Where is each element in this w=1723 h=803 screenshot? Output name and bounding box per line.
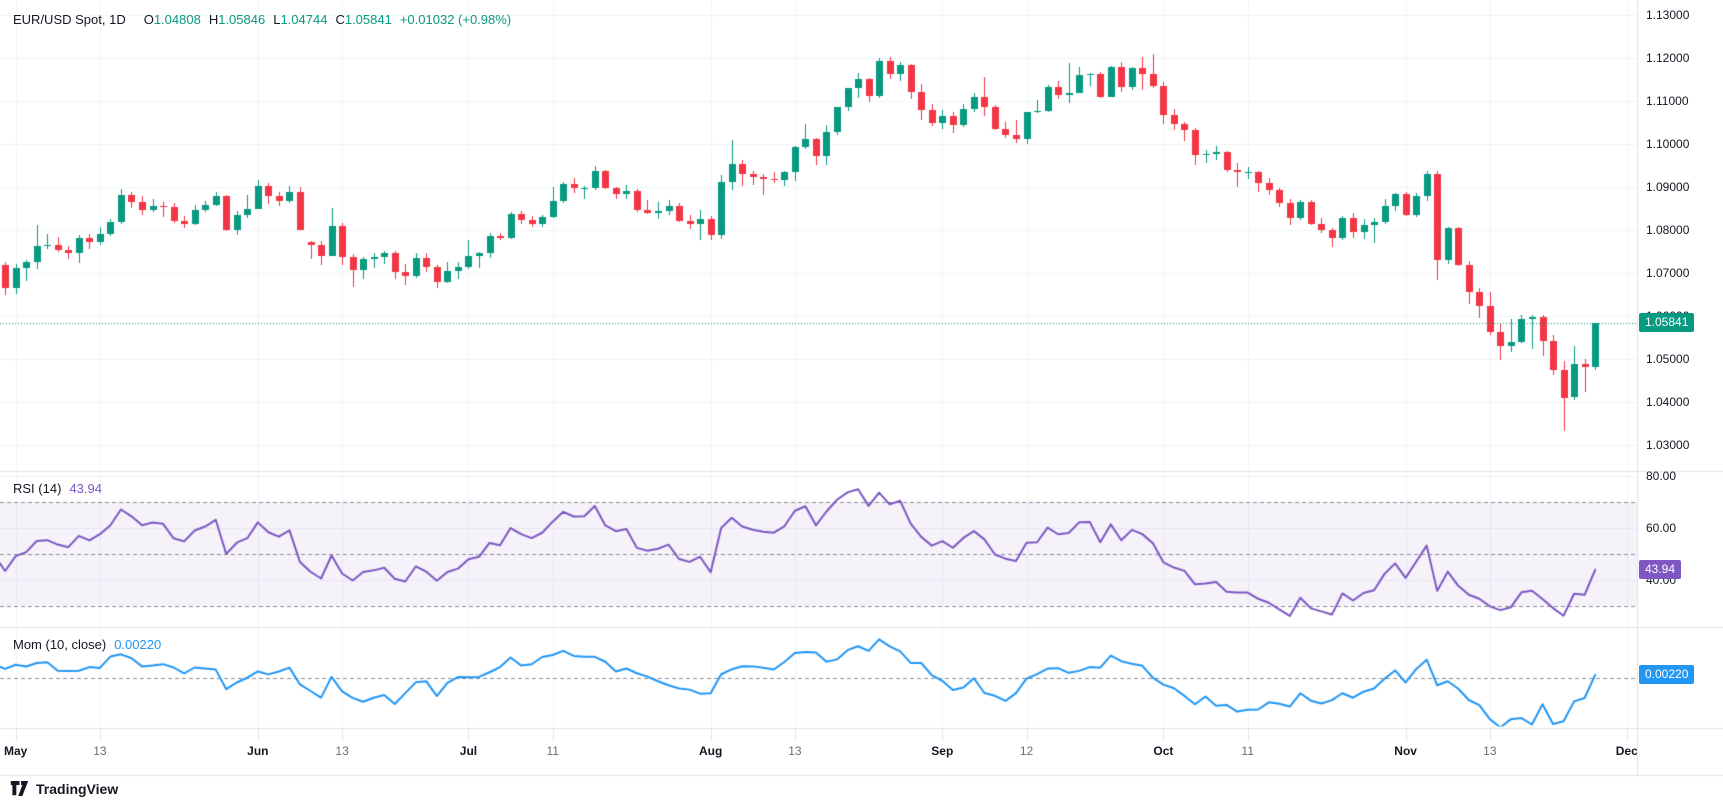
time-axis-month-label: Nov	[1394, 744, 1417, 758]
mom-value: 0.00220	[114, 637, 162, 652]
rsi-axis-label: 60.00	[1646, 521, 1677, 535]
time-axis-month-label: May	[3, 744, 28, 758]
tradingview-logo-icon	[10, 780, 29, 797]
close-value: 1.05841	[344, 12, 392, 27]
rsi-axis-label: 80.00	[1646, 469, 1677, 483]
price-axis[interactable]: 1.13000 1.12000 1.11000 1.10000 1.09000 1.080…	[1637, 0, 1723, 775]
price-axis-label: 1.04000	[1646, 395, 1690, 409]
last-price-pill: 1.05841	[1639, 313, 1695, 333]
open-value: 1.04808	[153, 12, 201, 27]
price-axis-label: 1.12000	[1646, 51, 1690, 65]
open-label: O	[143, 12, 154, 27]
price-axis-label: 1.05000	[1646, 352, 1690, 366]
price-axis-label: 1.11000	[1646, 94, 1689, 108]
low-value: 1.04744	[280, 12, 328, 27]
time-axis-month-label: Oct	[1153, 744, 1174, 758]
time-axis-day-label: 11	[1241, 744, 1254, 758]
rsi-legend: RSI (14) 43.94	[13, 481, 102, 496]
symbol-legend: EUR/USD Spot, 1D O 1.04808 H 1.05846 L 1.04…	[13, 12, 511, 27]
time-axis-month-label: Jun	[247, 744, 269, 758]
time-axis-day-label: 12	[1019, 744, 1034, 758]
price-axis-label: 1.03000	[1646, 438, 1690, 452]
price-axis-label: 1.09000	[1646, 180, 1690, 194]
high-value: 1.05846	[218, 12, 266, 27]
time-axis-day-label: 13	[335, 744, 349, 758]
time-axis-month-label: Sep	[931, 744, 954, 758]
rsi-value: 43.94	[69, 481, 102, 496]
price-axis-label: 1.07000	[1646, 266, 1690, 280]
tradingview-watermark[interactable]: TradingView	[10, 780, 118, 797]
time-axis-day-label: 13	[788, 744, 802, 758]
mom-legend: Mom (10, close) 0.00220	[13, 637, 161, 652]
high-label: H	[208, 12, 219, 27]
low-label: L	[273, 12, 281, 27]
time-axis[interactable]: May 13 Jun 13 Jul 11 Aug 13 Sep 12 Oct 11 Nov 13 Dec	[0, 728, 1637, 775]
symbol-title[interactable]: EUR/USD Spot, 1D	[13, 12, 126, 27]
close-label: C	[335, 12, 345, 27]
time-axis-month-label: Dec	[1615, 744, 1637, 758]
rsi-title[interactable]: RSI (14)	[13, 481, 62, 496]
tradingview-logo-text: TradingView	[36, 780, 119, 797]
price-axis-label: 1.13000	[1646, 8, 1690, 22]
time-axis-day-label: 13	[1483, 744, 1497, 758]
time-axis-day-label: 11	[546, 744, 559, 758]
time-axis-month-label: Aug	[698, 744, 723, 758]
price-axis-label: 1.08000	[1646, 223, 1690, 237]
price-axis-label: 1.10000	[1646, 137, 1690, 151]
change-value: +0.01032 (+0.98%)	[399, 12, 512, 27]
rsi-value-pill: 43.94	[1639, 560, 1682, 580]
time-axis-day-label: 13	[93, 744, 107, 758]
time-axis-month-label: Jul	[459, 744, 478, 758]
mom-title[interactable]: Mom (10, close)	[13, 637, 107, 652]
mom-value-pill: 0.00220	[1639, 665, 1695, 685]
